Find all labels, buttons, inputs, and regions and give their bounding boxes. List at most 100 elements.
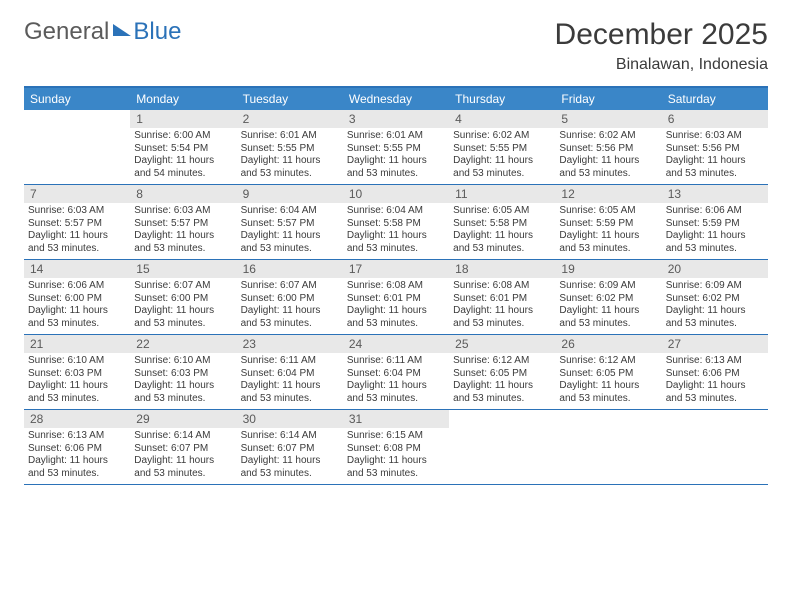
sunrise-text: Sunrise: 6:13 AM [666, 355, 764, 368]
daylight-text: Daylight: 11 hours and 53 minutes. [241, 455, 339, 480]
sunrise-text: Sunrise: 6:14 AM [134, 430, 232, 443]
calendar-cell: 5Sunrise: 6:02 AMSunset: 5:56 PMDaylight… [555, 110, 661, 184]
sunrise-text: Sunrise: 6:01 AM [347, 130, 445, 143]
sunrise-text: Sunrise: 6:15 AM [347, 430, 445, 443]
daylight-text: Daylight: 11 hours and 53 minutes. [559, 380, 657, 405]
day-number: 22 [130, 335, 236, 353]
day-detail: Sunrise: 6:03 AMSunset: 5:57 PMDaylight:… [130, 203, 236, 259]
daylight-text: Daylight: 11 hours and 53 minutes. [28, 455, 126, 480]
sunset-text: Sunset: 5:57 PM [134, 218, 232, 231]
sunset-text: Sunset: 6:03 PM [134, 368, 232, 381]
day-detail: Sunrise: 6:11 AMSunset: 6:04 PMDaylight:… [343, 353, 449, 409]
sunset-text: Sunset: 5:56 PM [559, 143, 657, 156]
header: General Blue December 2025 Binalawan, In… [24, 18, 768, 74]
calendar-cell: 19Sunrise: 6:09 AMSunset: 6:02 PMDayligh… [555, 260, 661, 334]
day-detail: Sunrise: 6:00 AMSunset: 5:54 PMDaylight:… [130, 128, 236, 184]
sunset-text: Sunset: 6:00 PM [28, 293, 126, 306]
daylight-text: Daylight: 11 hours and 53 minutes. [453, 305, 551, 330]
calendar-cell: 24Sunrise: 6:11 AMSunset: 6:04 PMDayligh… [343, 335, 449, 409]
day-header-fri: Friday [555, 88, 661, 110]
day-detail: Sunrise: 6:08 AMSunset: 6:01 PMDaylight:… [343, 278, 449, 334]
week-row: 7Sunrise: 6:03 AMSunset: 5:57 PMDaylight… [24, 185, 768, 260]
sunrise-text: Sunrise: 6:12 AM [559, 355, 657, 368]
sunset-text: Sunset: 6:07 PM [134, 443, 232, 456]
daylight-text: Daylight: 11 hours and 53 minutes. [134, 305, 232, 330]
day-header-thu: Thursday [449, 88, 555, 110]
sunrise-text: Sunrise: 6:01 AM [241, 130, 339, 143]
day-detail: Sunrise: 6:08 AMSunset: 6:01 PMDaylight:… [449, 278, 555, 334]
day-detail: Sunrise: 6:05 AMSunset: 5:58 PMDaylight:… [449, 203, 555, 259]
calendar-cell: 23Sunrise: 6:11 AMSunset: 6:04 PMDayligh… [237, 335, 343, 409]
sunset-text: Sunset: 5:58 PM [453, 218, 551, 231]
day-number: 8 [130, 185, 236, 203]
calendar-cell [24, 110, 130, 184]
sunrise-text: Sunrise: 6:02 AM [559, 130, 657, 143]
calendar-cell: 4Sunrise: 6:02 AMSunset: 5:55 PMDaylight… [449, 110, 555, 184]
sunrise-text: Sunrise: 6:05 AM [453, 205, 551, 218]
day-number: 12 [555, 185, 661, 203]
day-number: 19 [555, 260, 661, 278]
daylight-text: Daylight: 11 hours and 53 minutes. [347, 380, 445, 405]
day-detail: Sunrise: 6:12 AMSunset: 6:05 PMDaylight:… [555, 353, 661, 409]
day-number: 20 [662, 260, 768, 278]
calendar-cell: 25Sunrise: 6:12 AMSunset: 6:05 PMDayligh… [449, 335, 555, 409]
day-detail: Sunrise: 6:14 AMSunset: 6:07 PMDaylight:… [237, 428, 343, 484]
week-row: 28Sunrise: 6:13 AMSunset: 6:06 PMDayligh… [24, 410, 768, 485]
calendar-cell: 3Sunrise: 6:01 AMSunset: 5:55 PMDaylight… [343, 110, 449, 184]
sunrise-text: Sunrise: 6:05 AM [559, 205, 657, 218]
calendar-cell: 9Sunrise: 6:04 AMSunset: 5:57 PMDaylight… [237, 185, 343, 259]
sunrise-text: Sunrise: 6:06 AM [666, 205, 764, 218]
day-detail: Sunrise: 6:12 AMSunset: 6:05 PMDaylight:… [449, 353, 555, 409]
title-block: December 2025 Binalawan, Indonesia [555, 18, 768, 74]
sunrise-text: Sunrise: 6:03 AM [28, 205, 126, 218]
day-detail: Sunrise: 6:09 AMSunset: 6:02 PMDaylight:… [555, 278, 661, 334]
day-number: 6 [662, 110, 768, 128]
day-detail: Sunrise: 6:13 AMSunset: 6:06 PMDaylight:… [662, 353, 768, 409]
sunset-text: Sunset: 6:05 PM [559, 368, 657, 381]
sunrise-text: Sunrise: 6:10 AM [134, 355, 232, 368]
logo-text-blue: Blue [133, 18, 181, 46]
daylight-text: Daylight: 11 hours and 53 minutes. [134, 230, 232, 255]
day-number: 27 [662, 335, 768, 353]
daylight-text: Daylight: 11 hours and 53 minutes. [666, 155, 764, 180]
sunset-text: Sunset: 6:01 PM [453, 293, 551, 306]
sunrise-text: Sunrise: 6:12 AM [453, 355, 551, 368]
calendar-cell: 1Sunrise: 6:00 AMSunset: 5:54 PMDaylight… [130, 110, 236, 184]
month-title: December 2025 [555, 18, 768, 52]
day-number: 10 [343, 185, 449, 203]
calendar-cell: 7Sunrise: 6:03 AMSunset: 5:57 PMDaylight… [24, 185, 130, 259]
day-detail: Sunrise: 6:13 AMSunset: 6:06 PMDaylight:… [24, 428, 130, 484]
sunset-text: Sunset: 6:00 PM [134, 293, 232, 306]
sunset-text: Sunset: 5:55 PM [453, 143, 551, 156]
day-number: 3 [343, 110, 449, 128]
day-detail: Sunrise: 6:01 AMSunset: 5:55 PMDaylight:… [343, 128, 449, 184]
sunset-text: Sunset: 6:06 PM [666, 368, 764, 381]
calendar-cell [662, 410, 768, 484]
daylight-text: Daylight: 11 hours and 53 minutes. [347, 305, 445, 330]
sunrise-text: Sunrise: 6:11 AM [241, 355, 339, 368]
calendar-cell [449, 410, 555, 484]
day-detail: Sunrise: 6:06 AMSunset: 6:00 PMDaylight:… [24, 278, 130, 334]
calendar-cell: 8Sunrise: 6:03 AMSunset: 5:57 PMDaylight… [130, 185, 236, 259]
daylight-text: Daylight: 11 hours and 53 minutes. [666, 380, 764, 405]
week-row: 21Sunrise: 6:10 AMSunset: 6:03 PMDayligh… [24, 335, 768, 410]
day-number: 21 [24, 335, 130, 353]
logo: General Blue [24, 18, 181, 46]
sunset-text: Sunset: 5:55 PM [241, 143, 339, 156]
calendar-cell: 18Sunrise: 6:08 AMSunset: 6:01 PMDayligh… [449, 260, 555, 334]
daylight-text: Daylight: 11 hours and 53 minutes. [347, 455, 445, 480]
week-row: 14Sunrise: 6:06 AMSunset: 6:00 PMDayligh… [24, 260, 768, 335]
weeks-container: 1Sunrise: 6:00 AMSunset: 5:54 PMDaylight… [24, 110, 768, 485]
sunset-text: Sunset: 5:55 PM [347, 143, 445, 156]
sunset-text: Sunset: 5:58 PM [347, 218, 445, 231]
day-header-mon: Monday [130, 88, 236, 110]
sunset-text: Sunset: 6:06 PM [28, 443, 126, 456]
day-number: 17 [343, 260, 449, 278]
daylight-text: Daylight: 11 hours and 53 minutes. [28, 230, 126, 255]
day-number: 2 [237, 110, 343, 128]
sunset-text: Sunset: 6:00 PM [241, 293, 339, 306]
sunrise-text: Sunrise: 6:08 AM [453, 280, 551, 293]
calendar-cell: 17Sunrise: 6:08 AMSunset: 6:01 PMDayligh… [343, 260, 449, 334]
sunrise-text: Sunrise: 6:10 AM [28, 355, 126, 368]
day-detail: Sunrise: 6:03 AMSunset: 5:57 PMDaylight:… [24, 203, 130, 259]
